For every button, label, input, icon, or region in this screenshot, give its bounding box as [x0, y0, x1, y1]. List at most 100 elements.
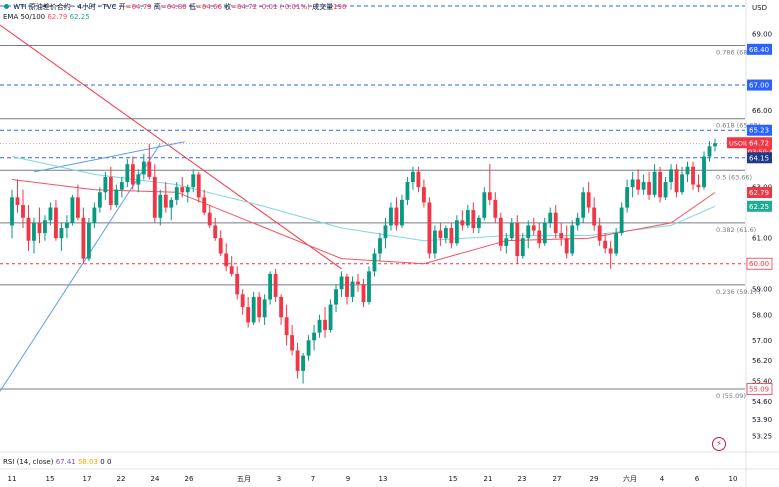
usoil-tag-label: USOIL: [729, 140, 749, 148]
price-tick-label[interactable]: 66.00: [752, 107, 772, 115]
lightning-icon[interactable]: ⚡: [712, 437, 726, 451]
rsi-value-3: 0: [100, 458, 105, 466]
price-tick-label[interactable]: 53.25: [752, 433, 772, 441]
fib-level-label: 0.5 (63.66): [716, 173, 752, 181]
candle-body: [707, 146, 712, 157]
candle-body: [553, 212, 558, 234]
price-tick-label[interactable]: 53.90: [752, 416, 772, 424]
price-tag-bg: [747, 152, 772, 164]
symbol-legend[interactable]: WTI 原油差价合约 · 4小时 · TVC 开=64.79 高=64.80 低…: [3, 3, 346, 12]
countdown-label: 03:50:47: [748, 148, 777, 156]
candle-body: [647, 182, 652, 195]
candle-body: [432, 230, 437, 254]
candle-body: [152, 176, 157, 218]
time-tick-label[interactable]: 15: [46, 475, 55, 483]
candle-body: [394, 207, 399, 226]
candle-body: [119, 182, 124, 190]
candle-body: [498, 217, 503, 246]
candle-body: [405, 182, 410, 200]
price-tag-label: 65.23: [749, 127, 769, 135]
candle-body: [416, 171, 421, 188]
candle-body: [411, 171, 415, 183]
candle-body: [515, 222, 520, 257]
time-tick-label[interactable]: 29: [590, 475, 599, 483]
candle-body: [268, 273, 273, 300]
candle-body: [531, 225, 536, 231]
price-tick-label[interactable]: 56.20: [752, 357, 772, 365]
time-tick-label[interactable]: 10: [729, 475, 738, 483]
price-tag-bg: [747, 43, 772, 55]
rsi-label: RSI (14, close): [3, 458, 54, 466]
time-tick-label[interactable]: 15: [449, 475, 458, 483]
candle-body: [257, 296, 262, 318]
currency-label[interactable]: USD: [752, 4, 767, 12]
time-tick-label[interactable]: 22: [117, 475, 126, 483]
candle-body: [471, 210, 476, 228]
price-tick-label[interactable]: 55.40: [752, 378, 772, 386]
candle-body: [356, 281, 360, 285]
candle-body: [421, 187, 426, 203]
price-tag-label: 67.00: [749, 82, 769, 90]
price-tag-label: 62.25: [749, 203, 769, 211]
candle-body: [713, 143, 717, 147]
price-tag-bg: [747, 124, 772, 136]
ema50-value: 62.79: [47, 13, 68, 21]
price-tick-label[interactable]: 54.60: [752, 398, 772, 406]
candle-body: [641, 182, 646, 190]
candle-body: [372, 253, 377, 272]
price-tag-bg: [747, 187, 772, 199]
price-tag-label: 55.09: [749, 386, 769, 394]
candle-body: [702, 156, 706, 188]
price-tick-label[interactable]: 57.00: [752, 337, 772, 345]
price-tick-label[interactable]: 69.00: [752, 31, 772, 39]
candle-body: [295, 350, 300, 371]
candle-body: [537, 230, 542, 244]
candle-body: [581, 192, 586, 218]
candle-body: [669, 169, 673, 183]
price-tick-label[interactable]: 61.00: [752, 235, 772, 243]
candle-body: [509, 222, 514, 239]
candle-body: [619, 207, 624, 234]
time-tick-label[interactable]: 4: [660, 475, 665, 483]
candle-body: [548, 212, 553, 223]
red-trendline[interactable]: [0, 24, 342, 270]
close-value: =64.72: [231, 3, 258, 11]
candle-body: [328, 304, 333, 331]
candle-body: [520, 238, 525, 257]
time-tick-label[interactable]: 7: [311, 475, 315, 483]
rsi-legend[interactable]: RSI (14, close) 67.41 58.03 0 0: [3, 458, 111, 467]
time-tick-label[interactable]: 27: [553, 475, 562, 483]
time-tick-label[interactable]: 17: [83, 475, 92, 483]
low-label: 低: [189, 3, 196, 11]
candle-body: [339, 276, 344, 290]
price-tick-label[interactable]: 58.00: [752, 311, 772, 319]
candle-body: [592, 207, 597, 226]
price-tick-label[interactable]: 59.00: [752, 286, 772, 294]
ema-legend[interactable]: EMA 50/100 62.79 62.25: [3, 13, 90, 22]
time-tick-label[interactable]: 26: [185, 475, 194, 483]
candle-body: [108, 176, 113, 206]
time-tick-label[interactable]: 五月: [237, 475, 251, 483]
candle-body: [213, 225, 218, 239]
time-tick-label[interactable]: 六月: [623, 474, 637, 483]
candle-body: [493, 199, 498, 218]
time-tick-label[interactable]: 21: [484, 475, 493, 483]
time-tick-label[interactable]: 6: [695, 475, 700, 483]
time-tick-label[interactable]: 3: [277, 475, 281, 483]
price-tag-label: 64.15: [749, 154, 769, 162]
time-tick-label[interactable]: 13: [379, 475, 388, 483]
candle-body: [608, 248, 613, 254]
candle-body: [224, 253, 229, 267]
candle-body: [207, 212, 212, 226]
time-axis[interactable]: 11 15 17 22 24 26 五月 3 7 9 13 15 21 23 27 29 六月 4 6 10: [8, 474, 738, 483]
time-tick-label[interactable]: 24: [151, 475, 160, 483]
candle-body: [367, 271, 371, 302]
blue-trendline[interactable]: [0, 143, 161, 392]
candle-body: [361, 284, 366, 302]
time-tick-label[interactable]: 11: [8, 475, 17, 483]
time-tick-label[interactable]: 9: [346, 475, 350, 483]
time-tick-label[interactable]: 23: [518, 475, 527, 483]
